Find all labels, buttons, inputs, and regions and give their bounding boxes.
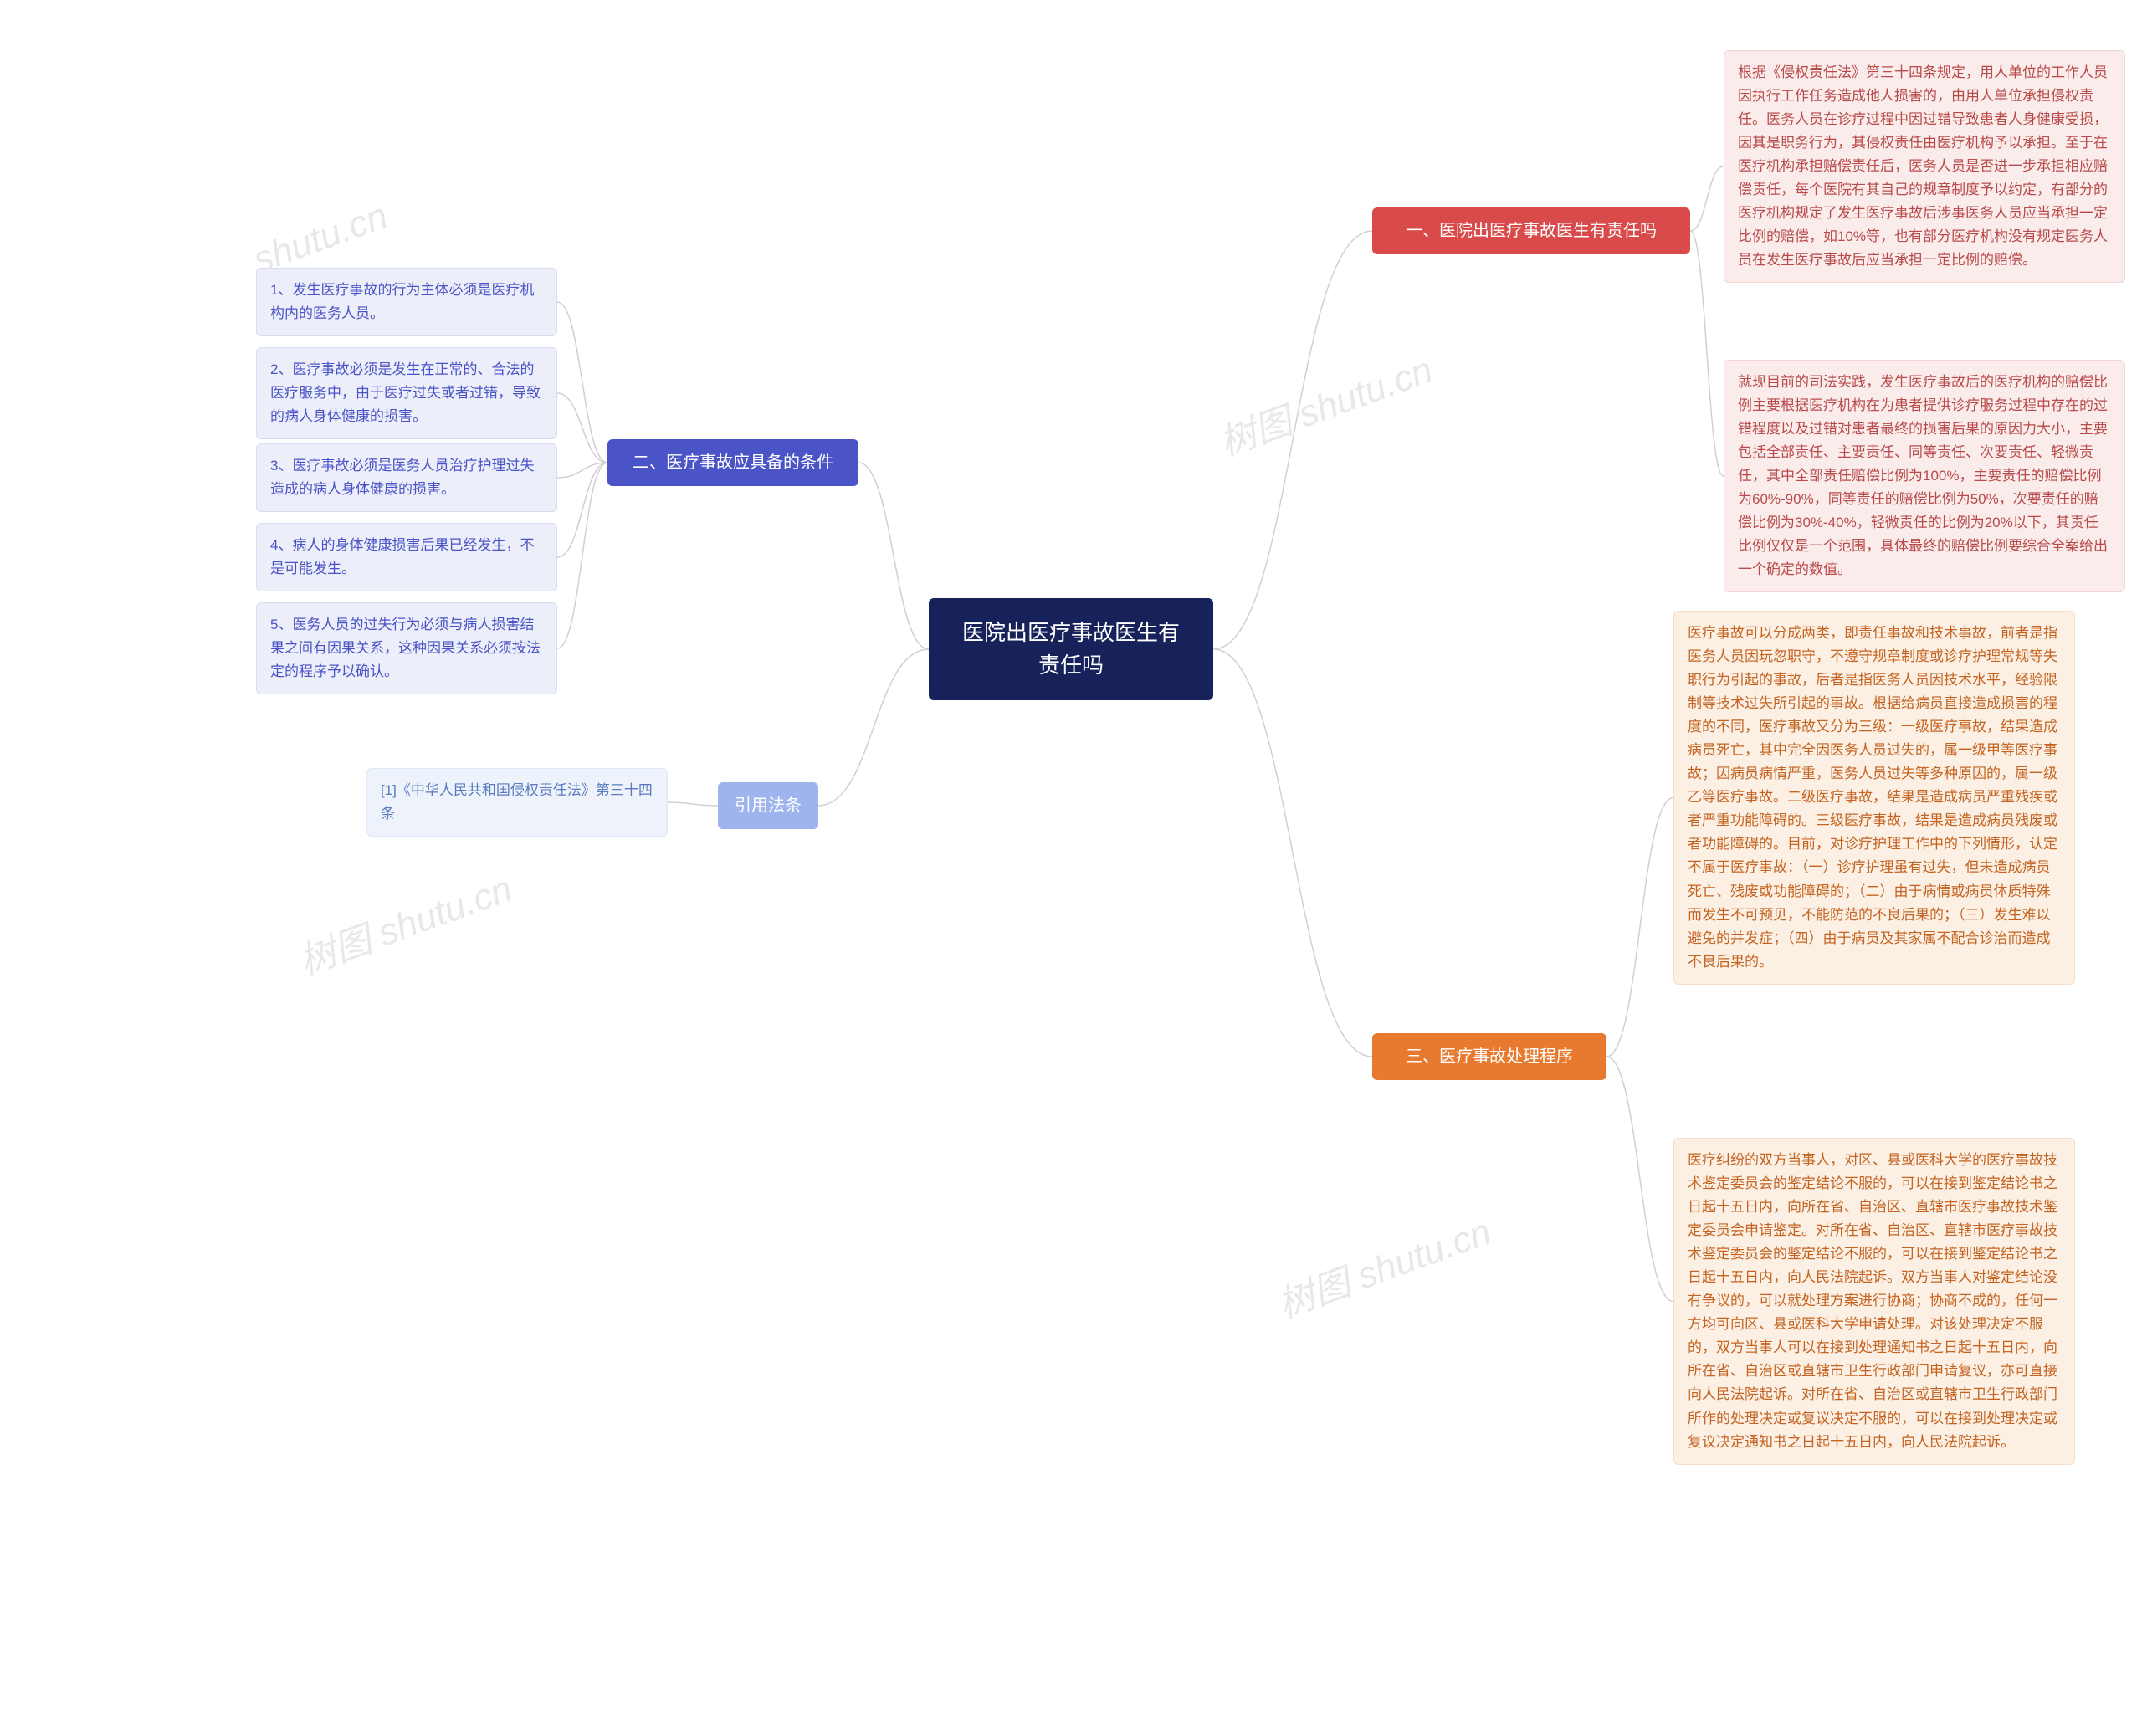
branch-1-leaf-2: 就现目前的司法实践，发生医疗事故后的医疗机构的赔偿比例主要根据医疗机构在为患者提… [1724, 360, 2125, 592]
watermark: 树图 shutu.cn [1211, 340, 1438, 466]
branch-2: 二、医疗事故应具备的条件 [607, 439, 858, 486]
branch-2-leaf-2: 2、医疗事故必须是发生在正常的、合法的医疗服务中，由于医疗过失或者过错，导致的病… [256, 347, 557, 439]
branch-4: 引用法条 [718, 782, 818, 829]
branch-2-leaf-3: 3、医疗事故必须是医务人员治疗护理过失造成的病人身体健康的损害。 [256, 443, 557, 512]
branch-1: 一、医院出医疗事故医生有责任吗 [1372, 207, 1690, 254]
branch-1-leaf-1: 根据《侵权责任法》第三十四条规定，用人单位的工作人员因执行工作任务造成他人损害的… [1724, 50, 2125, 283]
branch-3: 三、医疗事故处理程序 [1372, 1033, 1606, 1080]
branch-2-leaf-4: 4、病人的身体健康损害后果已经发生，不是可能发生。 [256, 523, 557, 591]
branch-4-leaf-1: [1]《中华人民共和国侵权责任法》第三十四条 [366, 768, 668, 837]
branch-2-leaf-1: 1、发生医疗事故的行为主体必须是医疗机构内的医务人员。 [256, 268, 557, 336]
watermark: 树图 shutu.cn [1269, 1201, 1497, 1328]
root-node: 医院出医疗事故医生有责任吗 [929, 598, 1213, 700]
branch-3-leaf-1: 医疗事故可以分成两类，即责任事故和技术事故，前者是指医务人员因玩忽职守，不遵守规… [1673, 611, 2075, 985]
watermark: 树图 shutu.cn [290, 858, 518, 985]
branch-2-leaf-5: 5、医务人员的过失行为必须与病人损害结果之间有因果关系，这种因果关系必须按法定的… [256, 602, 557, 694]
branch-3-leaf-2: 医疗纠纷的双方当事人，对区、县或医科大学的医疗事故技术鉴定委员会的鉴定结论不服的… [1673, 1138, 2075, 1465]
